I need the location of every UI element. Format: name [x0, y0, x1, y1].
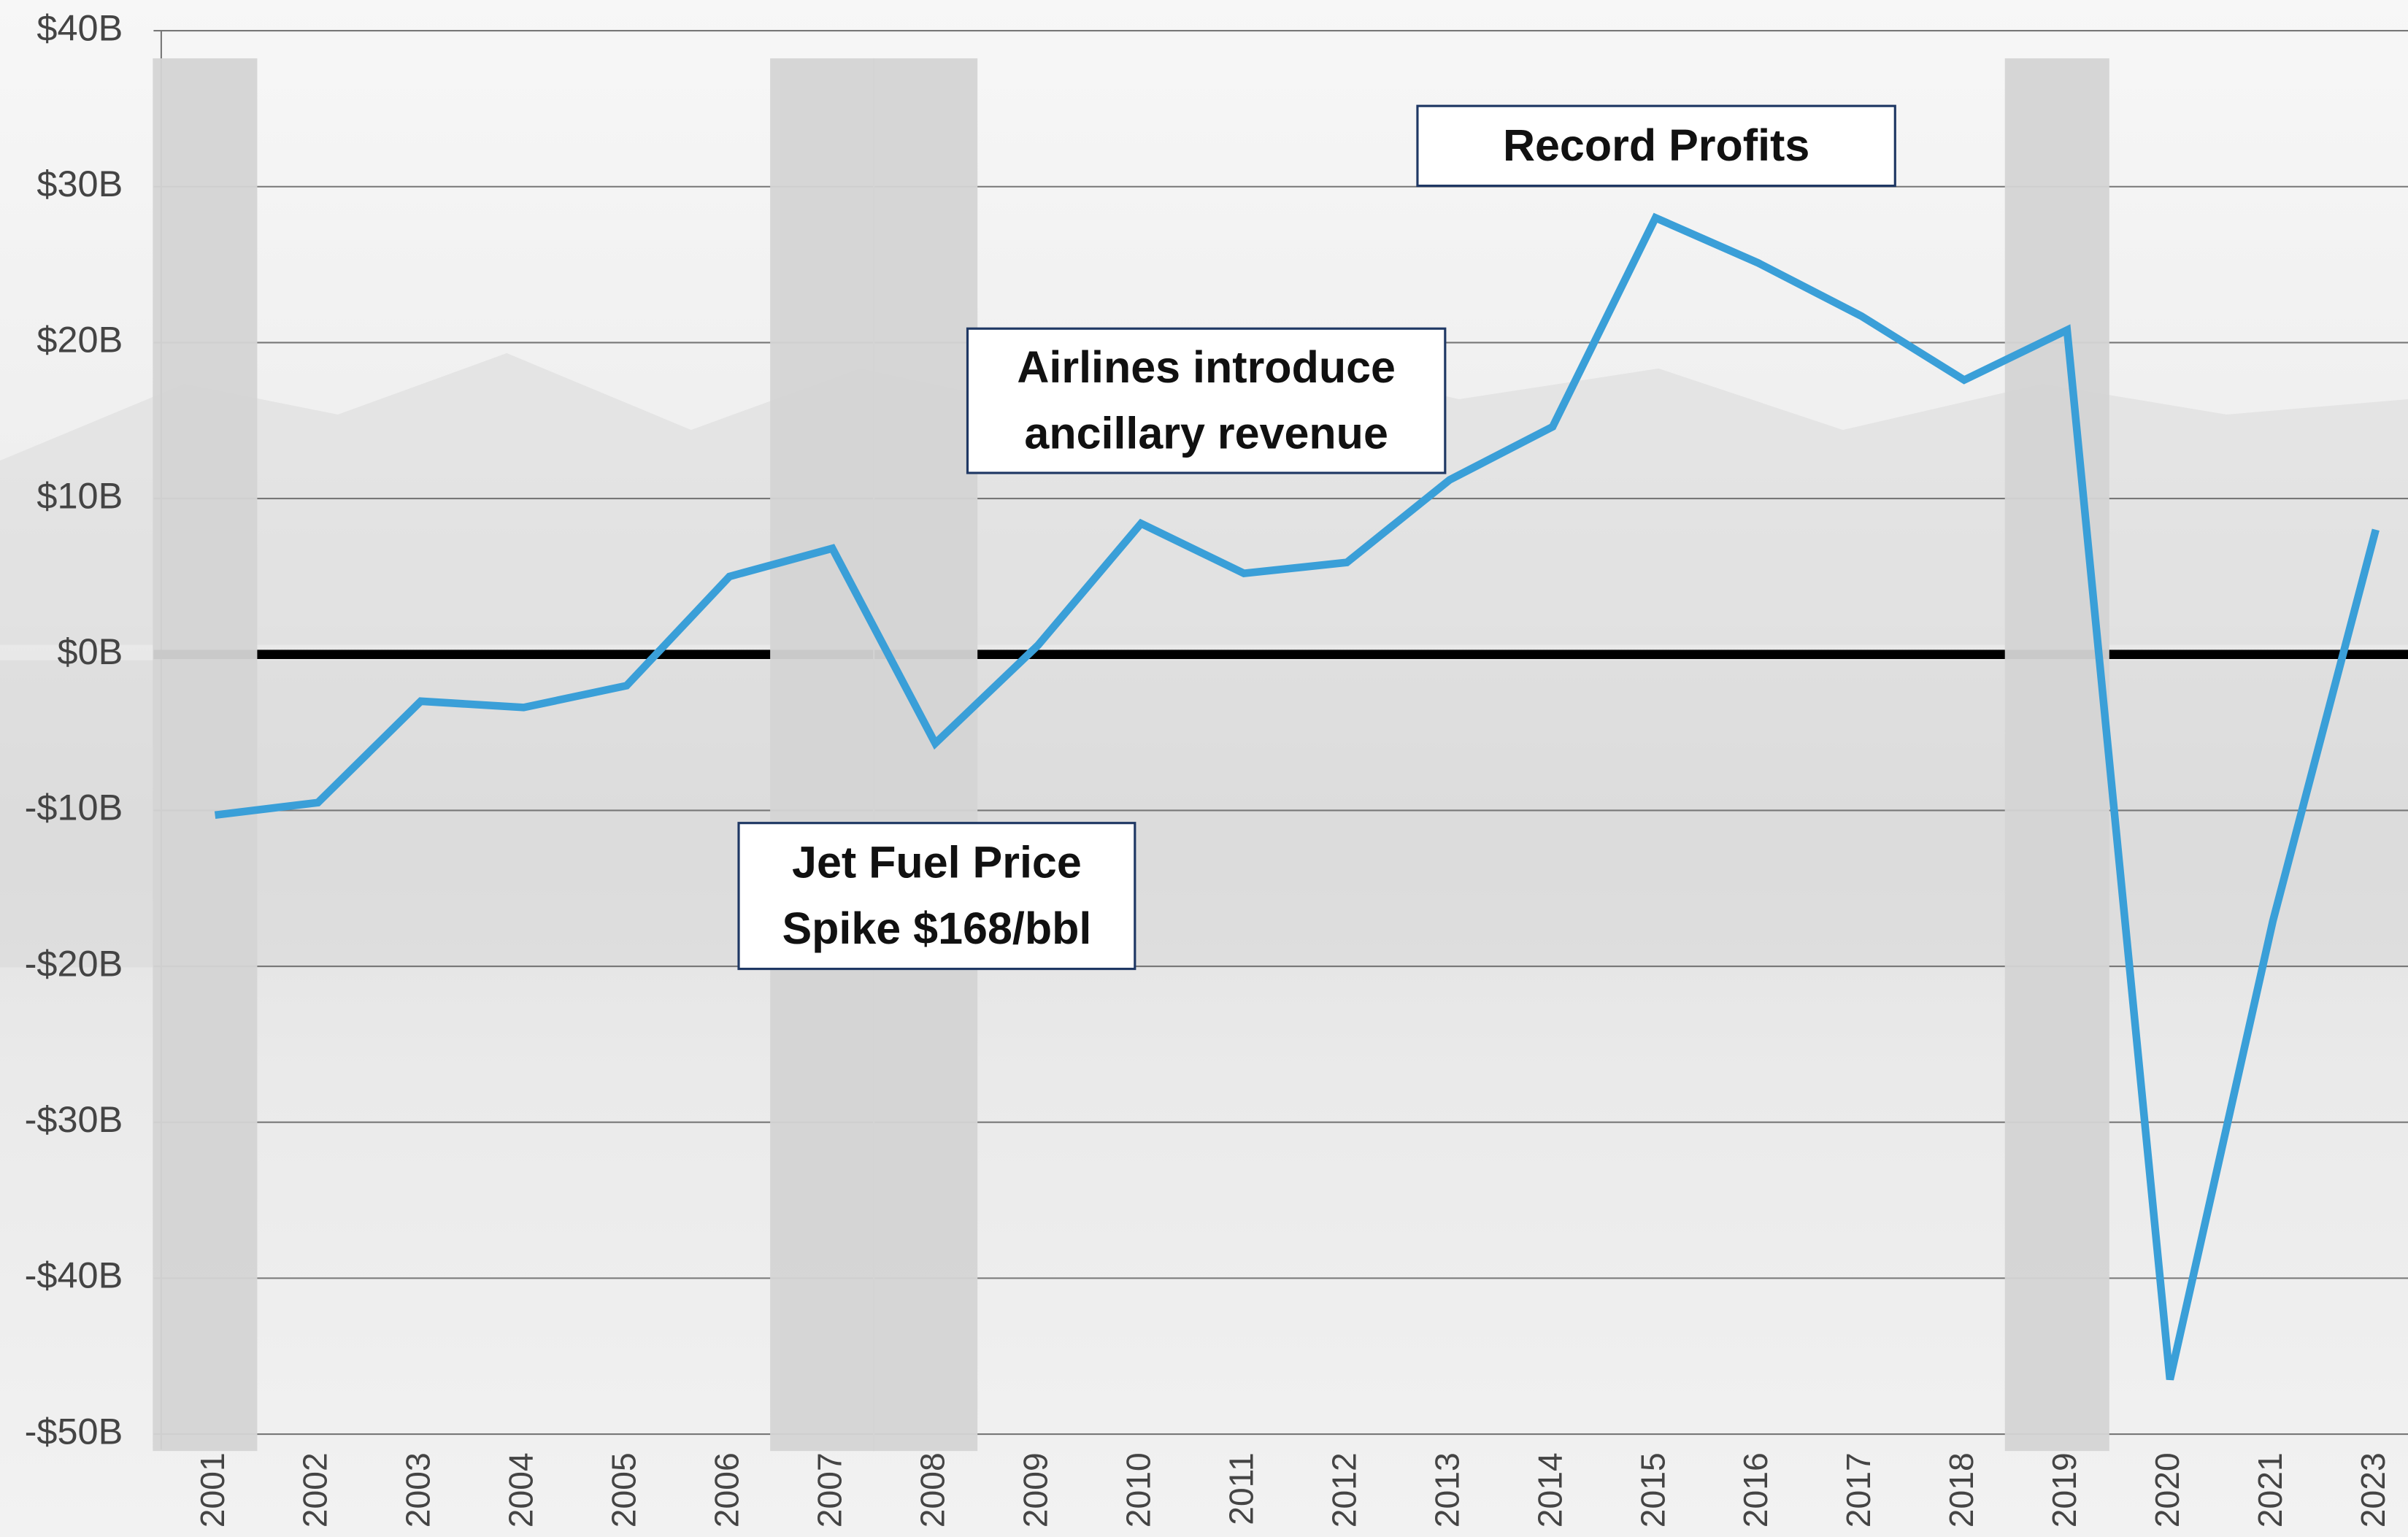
annotation-text: Spike $168/bbl: [782, 904, 1091, 953]
x-tick-label: 2002: [296, 1452, 334, 1528]
y-tick-label: -$10B: [25, 787, 123, 828]
x-tick-label: 2007: [811, 1452, 849, 1528]
annotation-text: Airlines introduce: [1017, 342, 1396, 392]
x-tick-label: 2004: [502, 1452, 540, 1528]
x-tick-label: 2010: [1119, 1452, 1157, 1528]
x-tick-label: 2006: [708, 1452, 746, 1528]
y-tick-label: $0B: [57, 631, 123, 672]
x-tick-label: 2008: [914, 1452, 952, 1528]
annotation-box: [966, 327, 1447, 474]
y-tick-label: $20B: [36, 319, 123, 361]
x-tick-label: 2001: [193, 1452, 231, 1528]
x-tick-label: 2011: [1222, 1452, 1260, 1525]
x-tick-label: 2016: [1736, 1452, 1774, 1528]
y-tick-label: $40B: [36, 7, 123, 48]
annotation-box: [1416, 104, 1896, 188]
y-tick-label: -$40B: [25, 1255, 123, 1296]
annotation-text: Jet Fuel Price: [792, 838, 1082, 887]
y-tick-label: $10B: [36, 474, 123, 516]
x-tick-label: 2009: [1016, 1452, 1054, 1528]
x-tick-label: 2017: [1839, 1452, 1877, 1528]
y-tick-label: $30B: [36, 163, 123, 204]
x-tick-label: 2005: [605, 1452, 643, 1528]
x-tick-label: 2018: [1942, 1452, 1980, 1528]
annotation-text: ancillary revenue: [1024, 409, 1388, 458]
y-tick-label: -$20B: [25, 942, 123, 984]
x-tick-label: 2023: [2354, 1452, 2392, 1528]
y-tick-label: -$50B: [25, 1410, 123, 1452]
x-tick-label: 2021: [2251, 1452, 2289, 1528]
x-tick-label: 2012: [1325, 1452, 1363, 1528]
x-tick-label: 2019: [2045, 1452, 2083, 1528]
annotation-box: [737, 822, 1136, 971]
annotation-text: Record Profits: [1503, 120, 1809, 170]
shaded-band: [2004, 58, 2109, 1452]
data-line: [214, 212, 2380, 1381]
shaded-band: [873, 58, 978, 1452]
x-tick-label: 2014: [1531, 1452, 1569, 1528]
y-tick-label: -$30B: [25, 1098, 123, 1140]
shaded-band: [770, 58, 875, 1452]
shaded-band: [153, 58, 258, 1452]
x-tick-label: 2020: [2148, 1452, 2186, 1528]
x-tick-label: 2015: [1634, 1452, 1672, 1528]
x-tick-label: 2013: [1428, 1452, 1466, 1528]
x-tick-label: 2003: [399, 1452, 437, 1528]
